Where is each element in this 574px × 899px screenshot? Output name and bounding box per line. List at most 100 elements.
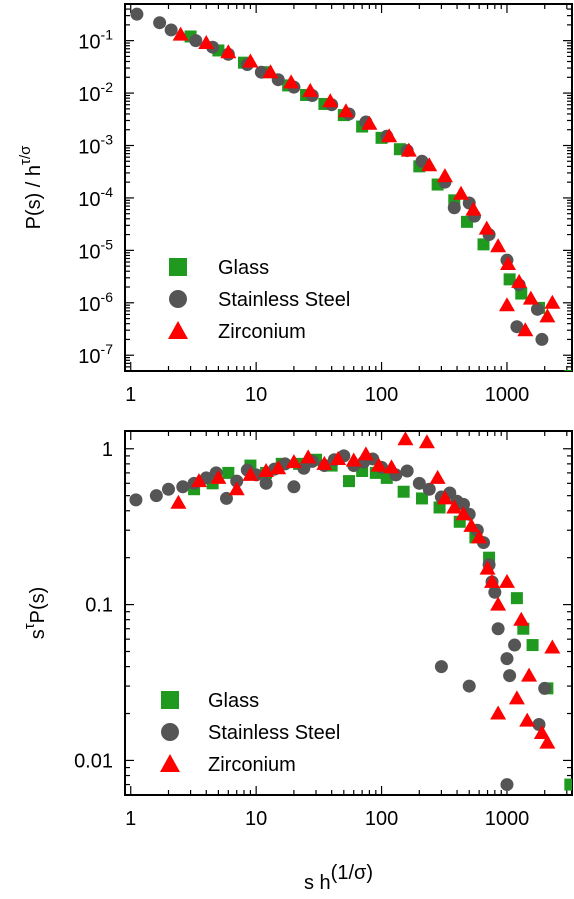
data-point: [544, 639, 561, 654]
data-point: [513, 611, 530, 626]
legend-label: Stainless Steel: [208, 722, 340, 744]
x-tick-label: 10: [245, 384, 267, 406]
x-tick-label: 100: [365, 808, 398, 830]
legend-label: Stainless Steel: [218, 289, 350, 311]
y-tick-label: 10-4: [78, 184, 113, 211]
data-point: [130, 7, 144, 21]
data-point: [521, 667, 538, 682]
data-point: [210, 469, 227, 484]
data-point: [415, 492, 428, 505]
data-point: [535, 332, 549, 346]
data-point: [370, 457, 387, 472]
y-tick-label: 10-7: [78, 341, 113, 368]
legend-marker: [169, 258, 187, 276]
axis-ticks: [124, 3, 572, 372]
x-tick-label: 1: [125, 384, 136, 406]
data-point: [176, 480, 190, 494]
data-point: [479, 560, 496, 575]
x-tick-label: 1000: [485, 808, 530, 830]
data-point: [456, 497, 470, 511]
data-point: [446, 499, 463, 514]
series-glass: [184, 30, 572, 371]
data-point: [400, 142, 417, 157]
y-tick-label: 0.1: [85, 595, 113, 617]
data-point: [149, 489, 163, 503]
data-point: [530, 302, 544, 316]
y-axis-label: sτP(s): [21, 587, 49, 640]
data-point: [453, 185, 470, 200]
data-point: [508, 690, 525, 705]
data-point: [270, 460, 287, 475]
data-point: [517, 322, 534, 337]
data-point: [242, 466, 259, 481]
data-point: [463, 517, 480, 532]
data-point: [484, 573, 501, 588]
data-point: [421, 157, 438, 172]
data-point: [434, 660, 448, 674]
legend-label: Zirconium: [208, 754, 296, 776]
legend-label: Glass: [218, 257, 269, 279]
data-point: [164, 23, 178, 37]
data-point: [538, 681, 552, 695]
y-tick-label: 10-2: [78, 79, 113, 106]
x-tick-label: 1000: [485, 384, 530, 406]
data-points: [130, 7, 572, 371]
x-tick-label: 100: [365, 384, 398, 406]
data-point: [539, 734, 556, 749]
data-point: [259, 476, 273, 490]
data-point: [433, 501, 446, 514]
data-point: [526, 639, 539, 652]
data-point: [498, 297, 515, 312]
data-point: [564, 778, 572, 791]
data-point: [287, 480, 301, 494]
data-point: [258, 462, 275, 477]
y-tick-label: 10-5: [78, 236, 113, 263]
legend: Glass Stainless Steel Zirconium: [160, 690, 340, 776]
data-point: [316, 455, 333, 470]
series-zirconium: [172, 26, 561, 337]
legend-marker: [161, 691, 179, 709]
data-point: [522, 290, 539, 305]
data-point: [517, 622, 530, 635]
data-point: [184, 30, 197, 43]
data-point: [490, 596, 507, 611]
data-point: [357, 446, 374, 461]
y-tick-label: 10-6: [78, 289, 113, 316]
data-point: [190, 473, 207, 488]
legend-label: Zirconium: [218, 321, 306, 343]
data-point: [436, 168, 453, 183]
data-point: [465, 201, 482, 216]
data-point: [491, 622, 505, 636]
data-point: [285, 454, 302, 469]
data-point: [345, 452, 362, 467]
data-point: [300, 449, 317, 464]
data-point: [477, 238, 490, 251]
legend-marker: [161, 723, 179, 741]
data-point: [488, 585, 502, 599]
data-point: [455, 506, 472, 521]
data-point: [429, 469, 446, 484]
top-panel: 1 10 100 1000 10-1 10-2 10-3 10-4 10-5 10-6 10-7 P(…: [17, 3, 573, 406]
data-point: [490, 705, 507, 720]
data-point: [198, 35, 215, 50]
legend-marker: [160, 754, 180, 772]
data-point: [500, 778, 514, 792]
data-points: [129, 431, 572, 792]
data-point: [500, 255, 517, 270]
data-point: [503, 273, 516, 286]
data-point: [412, 476, 426, 490]
data-point: [302, 82, 319, 97]
data-point: [471, 529, 488, 544]
data-point: [490, 238, 507, 253]
data-point: [381, 128, 398, 143]
legend: Glass Stainless Steel Zirconium: [168, 257, 350, 343]
bottom-panel: 1 10 100 1000 1 0.1 0.01 sτP(s) s h(1/σ) Glass Sta…: [21, 430, 573, 894]
legend-marker: [168, 321, 188, 339]
data-point: [447, 201, 461, 215]
data-point: [242, 53, 259, 68]
data-point: [228, 481, 245, 496]
x-tick-label: 1: [125, 808, 136, 830]
data-point: [337, 103, 354, 118]
data-point: [510, 320, 524, 334]
y-axis-label: P(s) / hτ/σ: [17, 145, 45, 230]
